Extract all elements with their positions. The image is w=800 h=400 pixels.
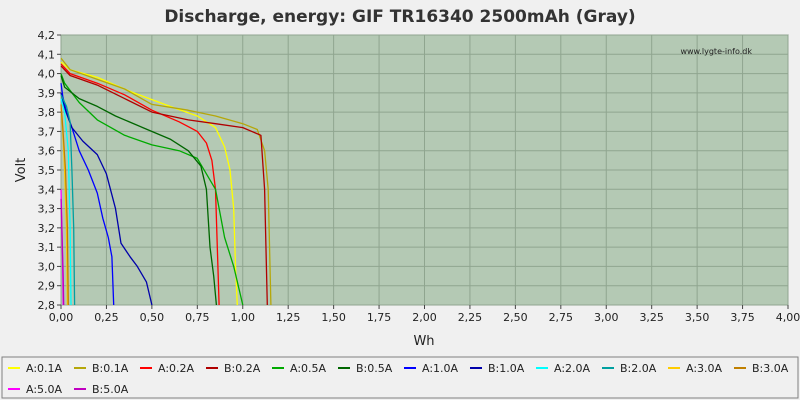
x-tick-label: 3,75 [730,311,755,324]
legend-label-a-5-0a: A:5.0A [26,383,63,396]
x-tick-label: 0,25 [94,311,119,324]
grid-lines [60,34,789,306]
y-tick-label: 3,8 [38,106,56,119]
series-line-b-0-2a [60,65,268,306]
y-tick-label: 4,1 [38,48,56,61]
y-tick-label: 3,2 [38,222,56,235]
watermark: www.lygte-info.dk [680,47,752,56]
y-tick-label: 4,2 [38,29,56,42]
series-line-a-0-5a [60,73,244,306]
x-tick-label: 0,00 [49,311,74,324]
plot-area: www.lygte-info.dk [60,34,789,306]
x-tick-label: 2,25 [458,311,483,324]
legend-label-b-0-1a: B:0.1A [92,362,129,375]
x-tick-label: 2,00 [412,311,437,324]
legend-label-a-0-1a: A:0.1A [26,362,63,375]
x-tick-label: 1,00 [231,311,256,324]
legend-box [1,356,799,399]
y-tick-label: 2,8 [38,299,56,312]
y-tick-label: 4,0 [38,68,56,81]
legend-label-a-0-2a: A:0.2A [158,362,195,375]
chart-title: Discharge, energy: GIF TR16340 2500mAh (… [164,7,635,27]
x-tick-label: 1,25 [276,311,301,324]
legend-label-a-1-0a: A:1.0A [422,362,459,375]
series-line-b-2-0a [60,94,76,306]
y-tick-label: 3,6 [38,145,56,158]
x-tick-label: 2,50 [503,311,528,324]
x-tick-label: 0,75 [185,311,210,324]
series-line-a-0-2a [60,63,220,306]
x-tick-label: 3,25 [639,311,664,324]
y-axis-label: Volt [14,158,29,183]
y-tick-label: 3,0 [38,260,56,273]
y-tick-label: 3,5 [38,164,56,177]
y-tick-label: 3,1 [38,241,56,254]
series-line-b-5-0a [60,198,65,306]
y-tick-label: 3,4 [38,183,56,196]
x-tick-label: 2,75 [549,311,574,324]
legend-label-a-3-0a: A:3.0A [686,362,723,375]
x-tick-label: 3,00 [594,311,619,324]
x-axis-ticks: 0,00 0,25 0,50 0,75 1,00 1,25 1,50 1,75 2,00 2,25… [49,305,800,324]
x-tick-label: 3,50 [685,311,710,324]
y-tick-label: 2,9 [38,280,56,293]
legend-label-a-0-5a: A:0.5A [290,362,327,375]
y-tick-label: 3,3 [38,203,56,216]
series-layer [60,57,272,306]
x-axis-label: Wh [413,334,434,349]
y-tick-label: 3,7 [38,125,56,138]
series-line-a-1-0a [60,83,115,306]
legend-label-b-5-0a: B:5.0A [92,383,129,396]
legend-label-b-0-5a: B:0.5A [356,362,393,375]
y-axis-ticks: 2,8 2,9 3,0 3,1 3,2 3,3 3,4 3,5 3,6 3,7 3,8 3,9 4,0 4… [38,29,61,312]
y-tick-label: 3,9 [38,87,56,100]
legend-label-a-2-0a: A:2.0A [554,362,591,375]
legend: A:0.1A B:0.1A A:0.2A B:0.2A A:0.5A B:0.5A A:1.… [1,356,799,399]
series-line-a-2-0a [60,98,72,306]
x-tick-label: 1,75 [367,311,392,324]
x-tick-label: 0,50 [140,311,165,324]
legend-label-b-1-0a: B:1.0A [488,362,525,375]
series-line-b-0-5a [60,75,218,306]
series-line-b-3-0a [60,104,69,306]
x-tick-label: 1,50 [321,311,346,324]
series-line-b-0-1a [60,57,272,306]
legend-label-b-3-0a: B:3.0A [752,362,789,375]
legend-label-b-2-0a: B:2.0A [620,362,657,375]
legend-label-b-0-2a: B:0.2A [224,362,261,375]
x-tick-label: 4,00 [776,311,800,324]
